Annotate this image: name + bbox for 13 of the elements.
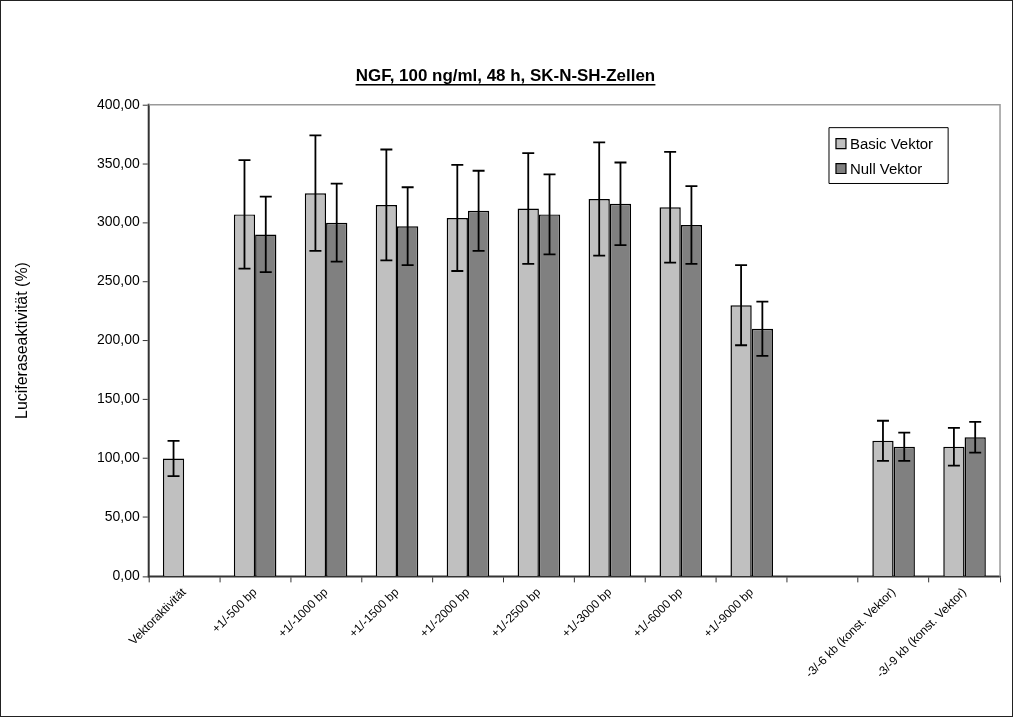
y-axis-title: Luciferaseaktivität (%) — [12, 262, 30, 419]
y-tick-label: 50,00 — [104, 508, 140, 525]
y-tick-label: 100,00 — [97, 449, 140, 466]
legend-label: Null Vektor — [849, 159, 923, 177]
y-tick-label: 250,00 — [97, 272, 140, 289]
y-tick-label: 400,00 — [97, 95, 140, 112]
y-tick-label: 150,00 — [97, 390, 140, 407]
y-tick-label: 350,00 — [97, 154, 140, 171]
chart-title: NGF, 100 ng/ml, 48 h, SK-N-SH-Zellen — [355, 65, 656, 85]
y-tick-label: 300,00 — [97, 213, 140, 230]
y-tick-label: 0,00 — [112, 567, 140, 584]
legend-label: Basic Vektor — [849, 134, 934, 152]
y-tick-label: 200,00 — [97, 331, 140, 348]
